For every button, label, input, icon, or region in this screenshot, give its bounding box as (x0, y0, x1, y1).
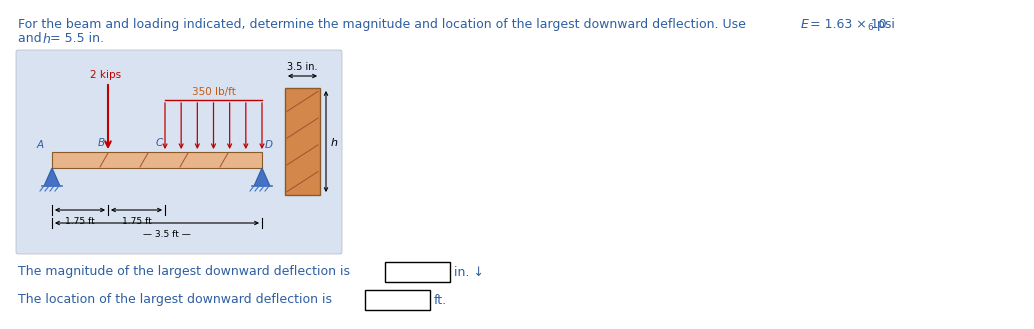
Bar (385, 262, 450, 282)
Polygon shape (254, 168, 270, 186)
Text: 1.75 ft: 1.75 ft (65, 217, 95, 226)
Text: 2 kips: 2 kips (90, 70, 122, 80)
Text: — 3.5 ft —: — 3.5 ft — (143, 230, 191, 239)
Text: and: and (18, 32, 45, 45)
Text: 350 lb/ft: 350 lb/ft (191, 87, 236, 97)
Text: For the beam and loading indicated, determine the magnitude and location of the : For the beam and loading indicated, dete… (18, 18, 750, 31)
Text: The magnitude of the largest downward deflection is: The magnitude of the largest downward de… (18, 266, 349, 279)
FancyBboxPatch shape (16, 50, 342, 254)
Bar (285, 88, 320, 195)
Text: The location of the largest downward deflection is: The location of the largest downward def… (18, 293, 332, 307)
Text: = 1.63 × 10: = 1.63 × 10 (810, 18, 886, 31)
Text: $h$: $h$ (330, 136, 338, 147)
Text: in. ↓: in. ↓ (454, 266, 484, 279)
Text: $E$: $E$ (800, 18, 810, 31)
Text: B: B (98, 138, 105, 148)
Polygon shape (44, 168, 60, 186)
Text: D: D (265, 140, 273, 150)
Text: 1.75 ft: 1.75 ft (122, 217, 151, 226)
Text: ft.: ft. (434, 293, 447, 307)
Text: = 5.5 in.: = 5.5 in. (50, 32, 104, 45)
Text: A: A (37, 140, 44, 150)
Bar (52, 152, 262, 168)
Text: psi: psi (873, 18, 894, 31)
Text: 3.5 in.: 3.5 in. (287, 62, 317, 72)
Text: $h$: $h$ (42, 32, 51, 46)
Bar (365, 290, 430, 310)
Text: C: C (156, 138, 163, 148)
Text: 6: 6 (866, 23, 873, 32)
